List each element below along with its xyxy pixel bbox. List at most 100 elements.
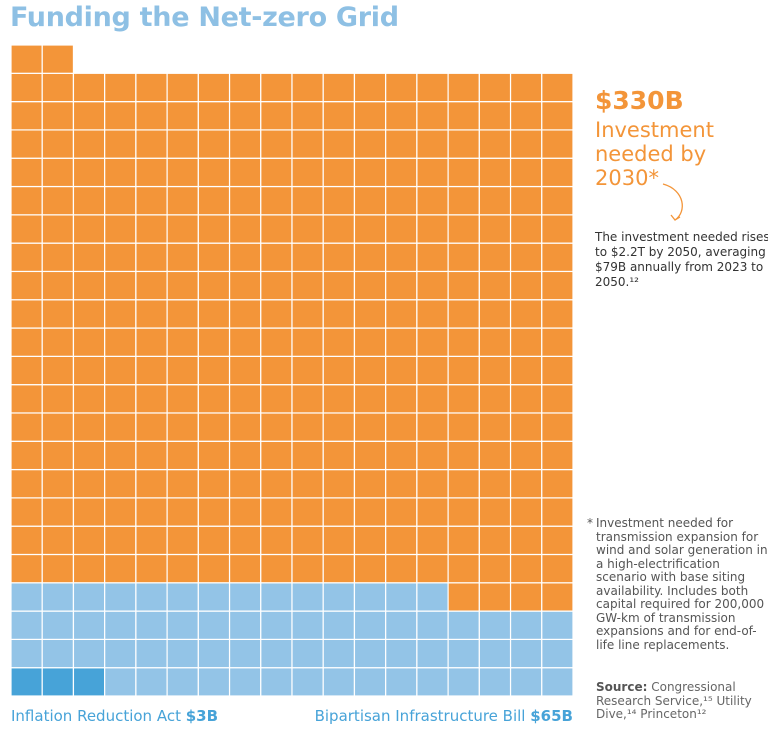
waffle-cell xyxy=(416,525,449,556)
waffle-cell xyxy=(291,101,324,131)
waffle-cell xyxy=(416,610,449,640)
waffle-cell xyxy=(166,525,199,556)
waffle-cell xyxy=(416,157,449,188)
waffle-cell xyxy=(478,185,512,216)
source-text: Congressional Research Service,¹⁵ Utilit… xyxy=(596,680,752,721)
waffle-cell xyxy=(447,242,480,273)
waffle-cell xyxy=(447,270,480,301)
waffle-cell xyxy=(322,242,356,273)
waffle-cell xyxy=(260,468,293,499)
waffle-cell xyxy=(509,327,543,357)
waffle-cell xyxy=(353,185,387,216)
waffle-cell xyxy=(385,525,418,556)
waffle-cell xyxy=(166,553,199,584)
waffle-cell xyxy=(72,129,106,159)
waffle-cell xyxy=(447,638,480,669)
waffle-cell xyxy=(197,468,231,499)
arrow xyxy=(662,183,683,221)
waffle-cell xyxy=(135,185,168,216)
waffle-cell xyxy=(228,412,262,442)
waffle-cell xyxy=(104,101,137,131)
waffle-cell xyxy=(416,440,449,471)
waffle-cell xyxy=(478,270,512,301)
waffle-cell xyxy=(228,610,262,640)
waffle-cell xyxy=(228,582,262,612)
waffle-cell xyxy=(353,497,387,527)
footnote-marker: * xyxy=(587,516,593,530)
waffle-cell xyxy=(104,638,137,669)
waffle-cell xyxy=(353,384,387,414)
waffle-cell xyxy=(41,214,75,244)
waffle-cell xyxy=(197,242,231,273)
waffle-cell xyxy=(385,101,418,131)
waffle-cell xyxy=(509,610,543,640)
waffle-cell xyxy=(385,242,418,273)
waffle-cell xyxy=(291,667,324,697)
waffle-cell xyxy=(166,355,199,386)
waffle-cell xyxy=(72,638,106,669)
waffle-cell xyxy=(353,214,387,244)
waffle-cell xyxy=(541,638,574,669)
waffle-cell xyxy=(228,129,262,159)
waffle-cell xyxy=(478,327,512,357)
waffle-cell xyxy=(541,327,574,357)
waffle-cell xyxy=(41,270,75,301)
waffle-cell xyxy=(10,355,43,386)
waffle-cell xyxy=(72,327,106,357)
waffle-cell xyxy=(10,101,43,131)
waffle-cell xyxy=(197,412,231,442)
waffle-cell xyxy=(260,667,293,697)
waffle-cell xyxy=(104,327,137,357)
waffle-cell xyxy=(41,299,75,329)
waffle-cell xyxy=(385,553,418,584)
waffle-cell xyxy=(291,468,324,499)
waffle-cell xyxy=(104,553,137,584)
waffle-cell xyxy=(322,72,356,103)
waffle-cell xyxy=(41,242,75,273)
waffle-cell xyxy=(104,468,137,499)
waffle-cell xyxy=(72,667,106,697)
waffle-cell xyxy=(166,101,199,131)
waffle-cell xyxy=(447,412,480,442)
waffle-cell xyxy=(10,610,43,640)
waffle-cell xyxy=(260,440,293,471)
waffle-cell xyxy=(353,582,387,612)
waffle-cell xyxy=(541,497,574,527)
waffle-cell xyxy=(10,242,43,273)
waffle-cell xyxy=(260,101,293,131)
waffle-cell xyxy=(322,468,356,499)
waffle-cell xyxy=(478,610,512,640)
waffle-cell xyxy=(166,497,199,527)
waffle-cell xyxy=(478,497,512,527)
waffle-cell xyxy=(416,242,449,273)
waffle-cell xyxy=(135,667,168,697)
waffle-cell xyxy=(10,412,43,442)
waffle-cell xyxy=(322,412,356,442)
waffle-cell xyxy=(135,525,168,556)
waffle-cell xyxy=(72,157,106,188)
waffle-cell xyxy=(353,525,387,556)
waffle-cell xyxy=(41,440,75,471)
waffle-cell xyxy=(41,525,75,556)
waffle-cell xyxy=(478,242,512,273)
waffle-cell xyxy=(353,440,387,471)
waffle xyxy=(10,44,574,697)
waffle-cell xyxy=(509,638,543,669)
waffle-cell xyxy=(41,553,75,584)
waffle-cell xyxy=(353,327,387,357)
waffle-cell xyxy=(353,270,387,301)
waffle-cell xyxy=(260,553,293,584)
waffle-cell xyxy=(509,440,543,471)
waffle-cell xyxy=(291,497,324,527)
waffle-cell xyxy=(197,440,231,471)
waffle-cell xyxy=(385,270,418,301)
waffle-cell xyxy=(72,553,106,584)
waffle-cell xyxy=(260,72,293,103)
source: Source: Congressional Research Service,¹… xyxy=(596,680,768,722)
waffle-cell xyxy=(541,355,574,386)
waffle-cell xyxy=(260,412,293,442)
waffle-cell xyxy=(322,610,356,640)
waffle-cell xyxy=(291,582,324,612)
waffle-cell xyxy=(291,384,324,414)
waffle-cell xyxy=(291,214,324,244)
